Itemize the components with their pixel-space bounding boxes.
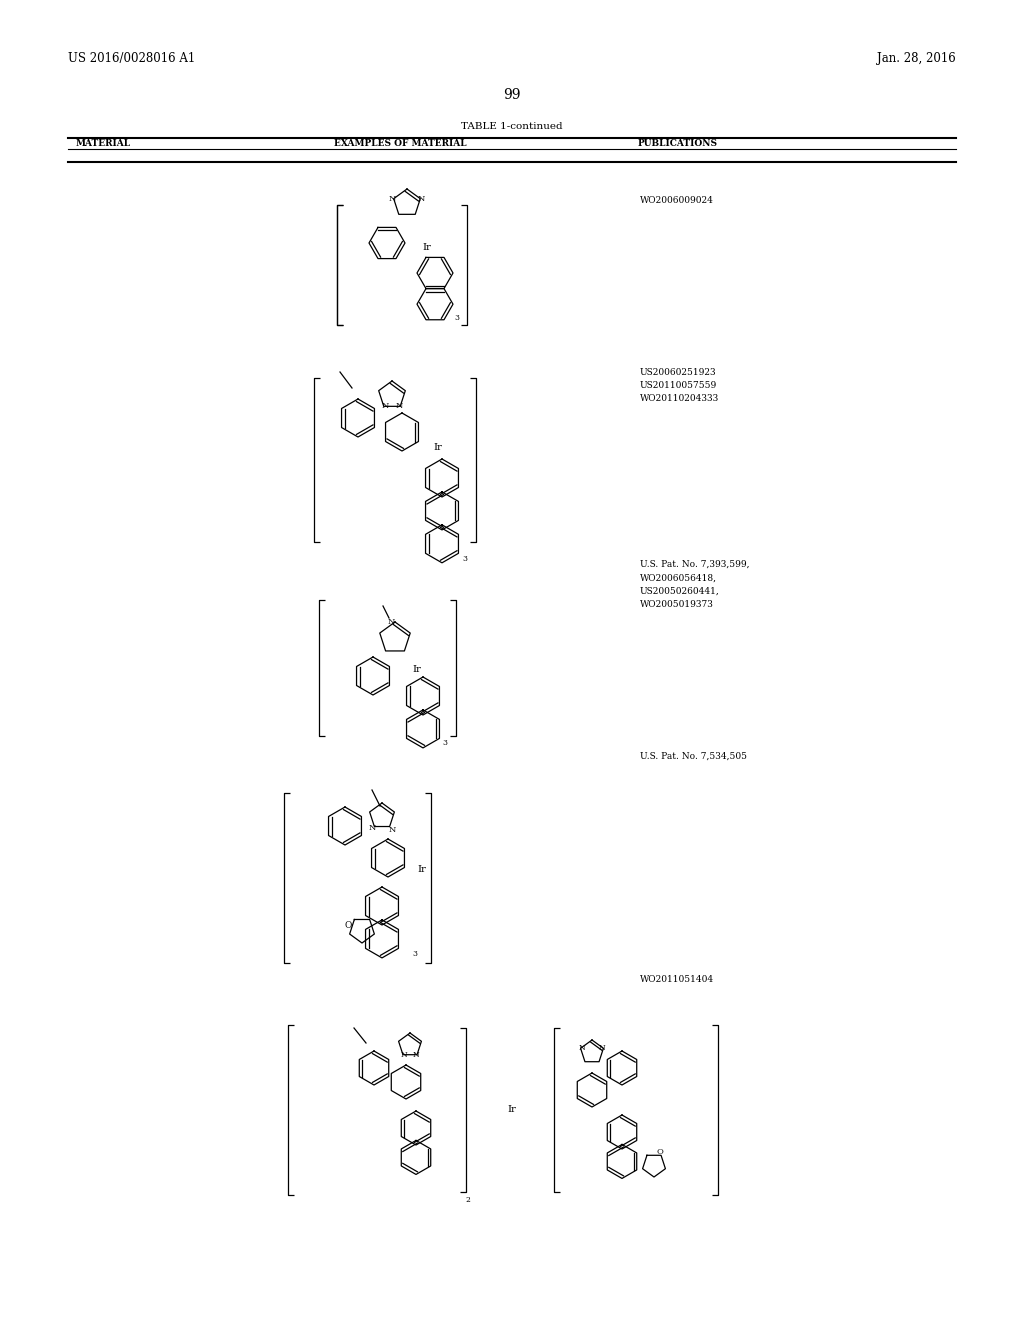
Text: N: N [599, 1044, 606, 1052]
Text: N: N [388, 826, 395, 834]
Text: Jan. 28, 2016: Jan. 28, 2016 [878, 51, 956, 65]
Text: 3: 3 [442, 739, 447, 747]
Text: EXAMPLES OF MATERIAL: EXAMPLES OF MATERIAL [334, 139, 466, 148]
Text: PUBLICATIONS: PUBLICATIONS [638, 139, 718, 148]
Text: U.S. Pat. No. 7,534,505: U.S. Pat. No. 7,534,505 [640, 752, 746, 762]
Text: N: N [413, 1051, 420, 1059]
Text: US20060251923
US20110057559
WO20110204333: US20060251923 US20110057559 WO2011020433… [640, 368, 719, 404]
Text: 2: 2 [466, 1196, 470, 1204]
Text: N: N [369, 824, 376, 832]
Text: O: O [344, 921, 351, 931]
Text: U.S. Pat. No. 7,393,599,
WO2006056418,
US20050260441,
WO2005019373: U.S. Pat. No. 7,393,599, WO2006056418, U… [640, 560, 750, 609]
Text: 3: 3 [455, 314, 460, 322]
Text: 99: 99 [503, 88, 521, 102]
Text: WO2011051404: WO2011051404 [640, 975, 714, 983]
Text: Ir: Ir [418, 866, 426, 874]
Text: Ir: Ir [433, 444, 442, 453]
Text: MATERIAL: MATERIAL [76, 139, 131, 148]
Text: Ir: Ir [508, 1106, 516, 1114]
Text: N: N [387, 618, 394, 626]
Text: N: N [400, 1051, 408, 1059]
Text: Ir: Ir [413, 665, 421, 675]
Text: 3: 3 [463, 554, 468, 562]
Text: N: N [381, 403, 388, 411]
Text: N: N [418, 194, 425, 203]
Text: N: N [389, 194, 396, 203]
Text: US 2016/0028016 A1: US 2016/0028016 A1 [68, 51, 196, 65]
Text: N: N [579, 1044, 585, 1052]
Text: WO2006009024: WO2006009024 [640, 195, 714, 205]
Text: N: N [395, 403, 402, 411]
Text: 3: 3 [413, 950, 418, 958]
Text: Ir: Ir [423, 243, 431, 252]
Text: TABLE 1-continued: TABLE 1-continued [461, 121, 563, 131]
Text: O: O [656, 1148, 664, 1156]
